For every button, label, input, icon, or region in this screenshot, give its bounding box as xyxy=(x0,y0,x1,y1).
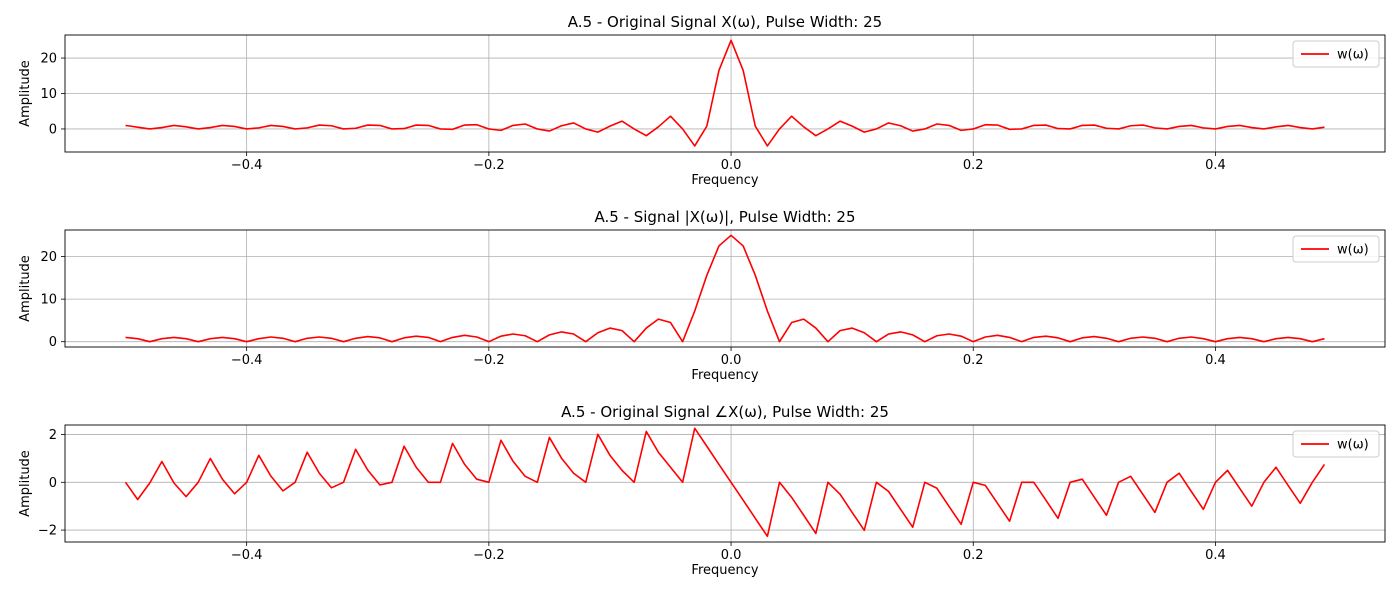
legend-box xyxy=(1292,235,1380,263)
legend-label: w(ω) xyxy=(1337,438,1369,453)
x-tick-label: 0.0 xyxy=(721,353,742,368)
axes-frame xyxy=(64,229,1386,348)
x-tick-label: −0.4 xyxy=(231,548,263,563)
subplot-2: −0.4 −0.2 0.0 0.2 0.4 0 10 20 A.5 - Signal |X(ω)… xyxy=(18,208,1386,383)
y-tick-label: −2 xyxy=(38,524,57,539)
axes-frame xyxy=(64,424,1386,543)
legend: w(ω) xyxy=(1292,40,1380,68)
series-line xyxy=(125,234,1325,343)
y-tick-label: 0 xyxy=(49,122,57,137)
x-tick-label: 0.4 xyxy=(1205,158,1226,173)
series-line xyxy=(125,39,1325,147)
y-axis-label: Amplitude xyxy=(18,255,33,322)
y-tick-label: 10 xyxy=(40,293,57,308)
legend-box xyxy=(1292,430,1380,458)
x-tick-label: −0.2 xyxy=(473,353,505,368)
y-axis-label: Amplitude xyxy=(18,450,33,517)
y-tick-label: 0 xyxy=(49,476,57,491)
x-tick-label: 0.2 xyxy=(963,353,984,368)
legend-label: w(ω) xyxy=(1337,48,1369,63)
subplot-1: −0.4 −0.2 0.0 0.2 0.4 0 10 20 A.5 - Original Sig… xyxy=(18,13,1386,188)
x-tick-label: 0.2 xyxy=(963,158,984,173)
x-tick-label: −0.2 xyxy=(473,548,505,563)
chart-title: A.5 - Original Signal X(ω), Pulse Width:… xyxy=(568,13,882,31)
x-tick-label: 0.4 xyxy=(1205,353,1226,368)
series-line xyxy=(124,427,1326,538)
x-tick-label: −0.4 xyxy=(231,353,263,368)
x-axis-label: Frequency xyxy=(691,173,758,188)
y-tick-label: 2 xyxy=(49,428,57,443)
chart-title: A.5 - Original Signal ∠X(ω), Pulse Width… xyxy=(561,403,889,421)
x-tick-label: 0.4 xyxy=(1205,548,1226,563)
x-tick-label: 0.0 xyxy=(721,548,742,563)
y-axis-label: Amplitude xyxy=(18,60,33,127)
x-tick-label: −0.2 xyxy=(473,158,505,173)
subplot-3: −0.4 −0.2 0.0 0.2 0.4 −2 0 2 A.5 - Original Sign… xyxy=(18,403,1386,578)
legend-label: w(ω) xyxy=(1337,243,1369,258)
legend-box xyxy=(1292,40,1380,68)
x-tick-label: −0.4 xyxy=(231,158,263,173)
x-tick-label: 0.2 xyxy=(963,548,984,563)
y-tick-label: 20 xyxy=(40,52,57,67)
x-tick-label: 0.0 xyxy=(721,158,742,173)
x-axis-label: Frequency xyxy=(691,368,758,383)
legend: w(ω) xyxy=(1292,235,1380,263)
y-tick-label: 0 xyxy=(49,335,57,350)
y-tick-label: 20 xyxy=(40,250,57,265)
legend: w(ω) xyxy=(1292,430,1380,458)
x-axis-label: Frequency xyxy=(691,563,758,578)
chart-title: A.5 - Signal |X(ω)|, Pulse Width: 25 xyxy=(594,208,855,226)
y-tick-label: 10 xyxy=(40,87,57,102)
